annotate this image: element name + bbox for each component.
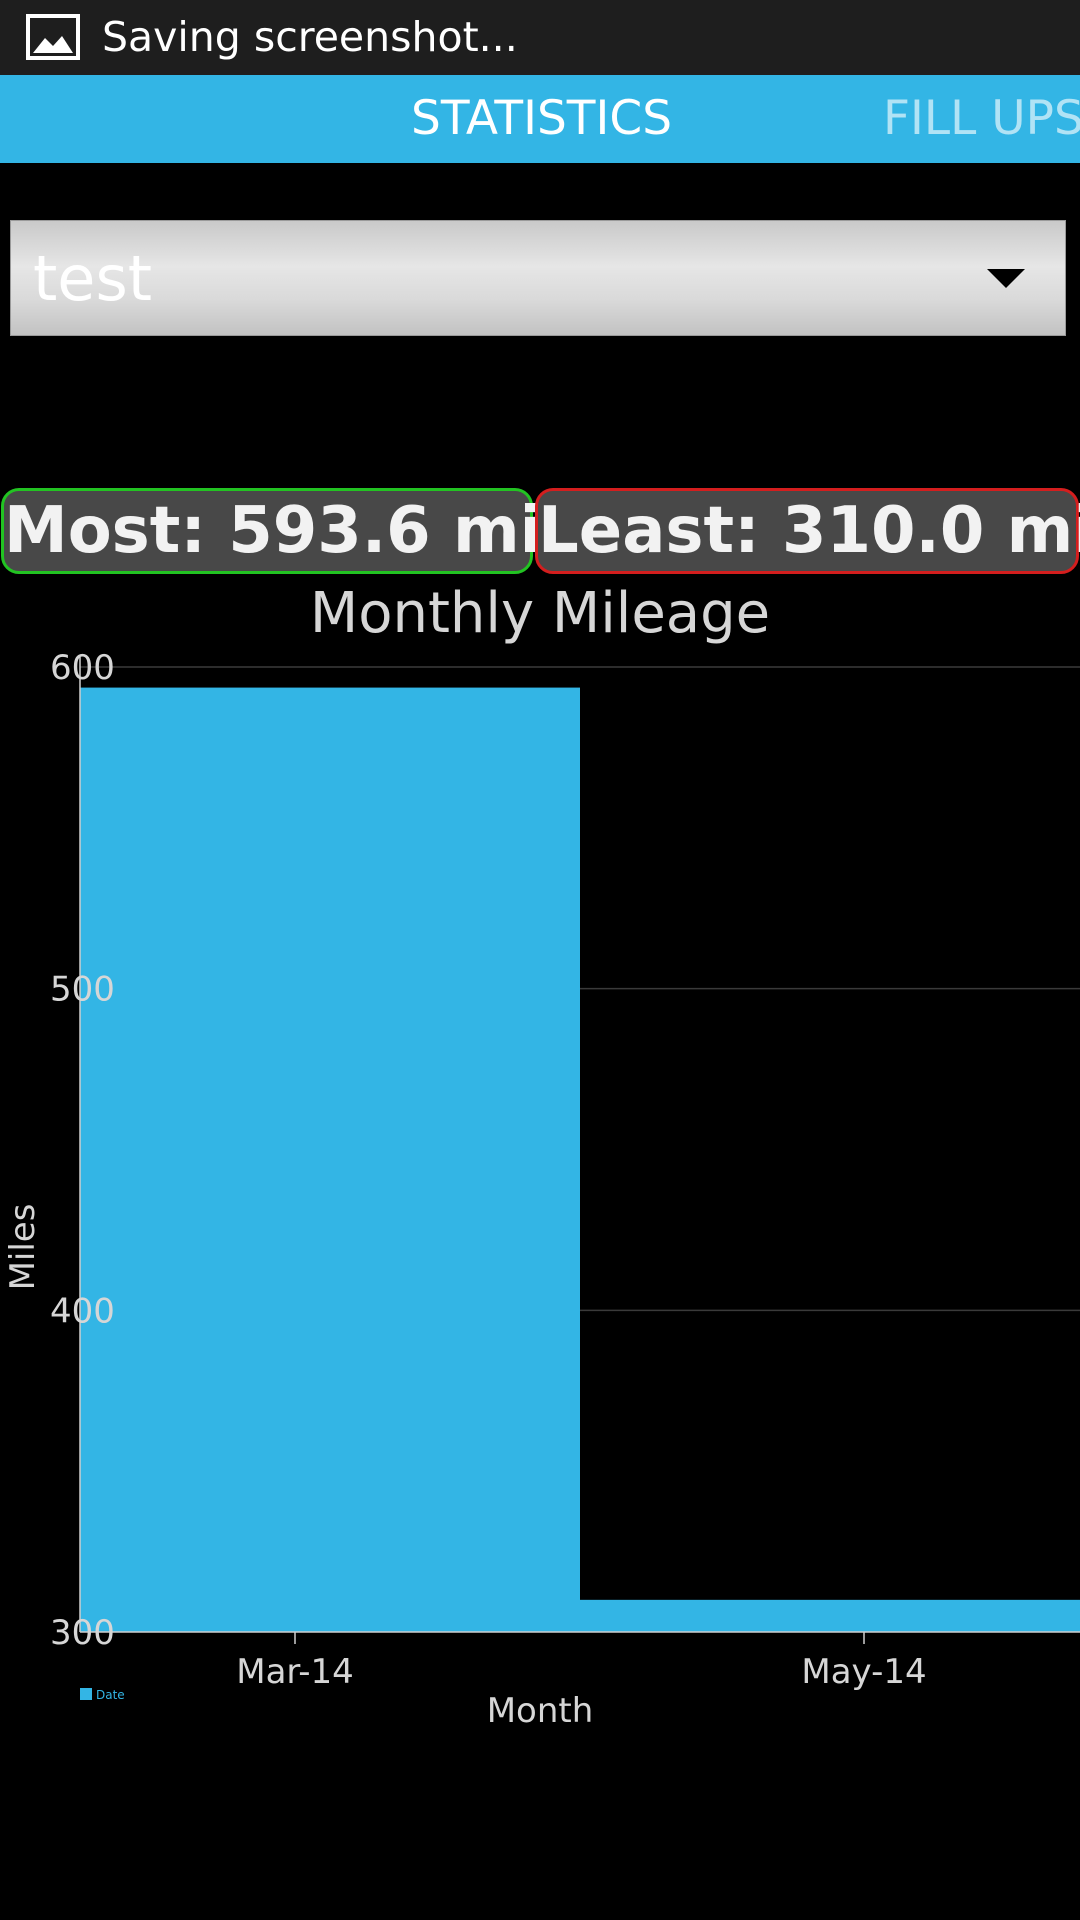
status-bar: Saving screenshot...	[0, 0, 1080, 75]
vehicle-selector[interactable]: test	[10, 220, 1066, 336]
status-text: Saving screenshot...	[102, 13, 518, 61]
x-tick-label: Mar-14	[236, 1652, 354, 1692]
x-axis-label: Month	[487, 1691, 594, 1731]
chart-legend: Date	[80, 1688, 125, 1702]
chart-bars	[80, 687, 1080, 1632]
y-tick-label: 500	[50, 970, 115, 1010]
legend-label: Date	[96, 1688, 125, 1702]
y-tick-label: 300	[50, 1613, 115, 1653]
y-tick-labels: 300 400 500 600	[50, 648, 115, 1653]
image-icon	[26, 14, 80, 60]
chart-axes	[79, 657, 1080, 1644]
tab-statistics[interactable]: STATISTICS	[411, 91, 673, 146]
least-mileage-badge: Least: 310.0 mi	[535, 488, 1080, 574]
chart-title: Monthly Mileage	[310, 581, 770, 646]
most-mileage-badge: Most: 593.6 mi	[1, 488, 542, 574]
tab-bar: STATISTICS FILL UPS	[0, 75, 1080, 163]
tab-fill-ups[interactable]: FILL UPS	[883, 91, 1080, 146]
y-axis-label: Miles	[3, 1204, 43, 1291]
y-tick-label: 400	[50, 1291, 115, 1331]
chart-bar	[580, 1599, 1080, 1632]
legend-swatch	[80, 1688, 92, 1700]
vehicle-selector-value: test	[33, 242, 153, 315]
monthly-mileage-chart: Monthly Mileage 300 400 500 600 Mar-14 May-1…	[3, 581, 1080, 1731]
chevron-down-icon	[987, 269, 1025, 288]
y-tick-label: 600	[50, 648, 115, 688]
x-tick-labels: Mar-14 May-14	[236, 1652, 926, 1692]
x-tick-label: May-14	[801, 1652, 926, 1692]
chart-bar	[80, 687, 580, 1632]
